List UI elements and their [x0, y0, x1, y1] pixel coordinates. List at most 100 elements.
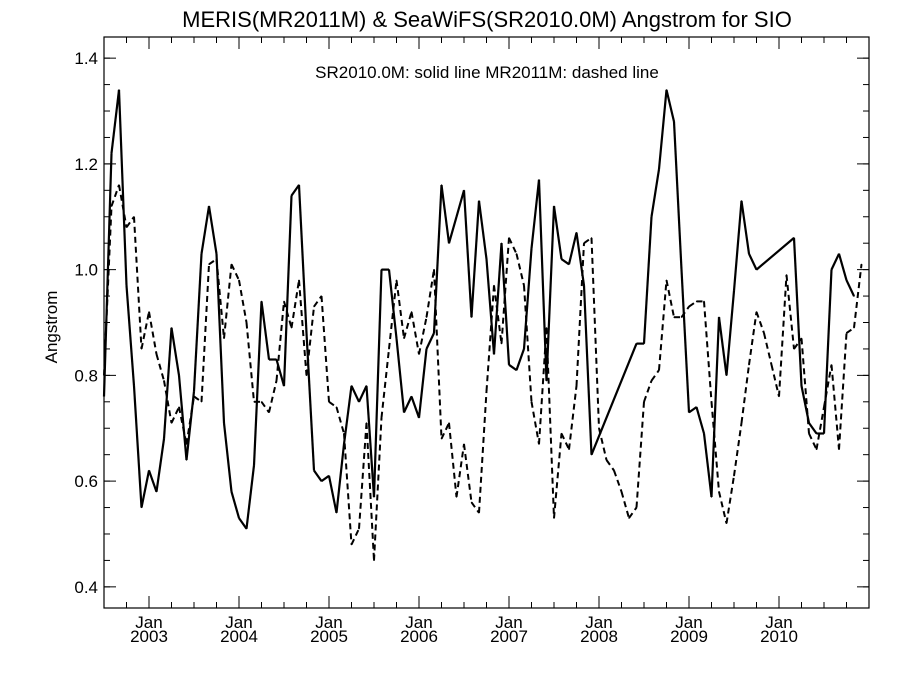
- line-segment-MR2011M: [853, 264, 863, 328]
- data-point-MR2011M: [695, 300, 698, 302]
- line-segment-SR2010.0M: [748, 253, 758, 271]
- line-segment-SR2010.0M: [800, 385, 811, 424]
- data-point-MR2011M: [568, 448, 570, 450]
- data-point-SR2010.0M: [238, 517, 240, 519]
- x-tick-month-label: Jan: [675, 613, 702, 632]
- line-segment-MR2011M: [793, 337, 803, 350]
- data-point-SR2010.0M: [823, 432, 825, 435]
- data-point-SR2010.0M: [215, 253, 218, 255]
- line-segment-SR2010.0M: [732, 200, 743, 291]
- line-segment-MR2011M: [425, 269, 435, 318]
- x-tick-month-label: Jan: [495, 613, 522, 632]
- line-segment-MR2011M: [755, 311, 765, 334]
- data-point-MR2011M: [523, 284, 525, 287]
- line-segment-SR2010.0M: [125, 285, 136, 386]
- line-segment-MR2011M: [478, 391, 488, 513]
- line-segment-MR2011M: [320, 296, 330, 402]
- line-segment-MR2011M: [658, 280, 668, 371]
- data-point-SR2010.0M: [538, 179, 540, 181]
- data-point-MR2011M: [838, 448, 840, 450]
- data-point-SR2010.0M: [170, 327, 173, 329]
- data-point-MR2011M: [253, 401, 255, 403]
- line-segment-MR2011M: [838, 333, 848, 450]
- data-point-SR2010.0M: [665, 89, 668, 91]
- line-segment-MR2011M: [710, 401, 720, 492]
- line-segment-SR2010.0M: [252, 301, 263, 466]
- line-style-annotation: SR2010.0M: solid line MR2011M: dashed li…: [315, 63, 659, 82]
- line-segment-SR2010.0M: [672, 121, 683, 270]
- data-point-MR2011M: [380, 417, 383, 419]
- data-point-MR2011M: [493, 284, 495, 287]
- line-segment-MR2011M: [688, 300, 698, 308]
- line-segment-MR2011M: [665, 280, 675, 318]
- line-segment-SR2010.0M: [132, 385, 143, 508]
- line-segment-MR2011M: [635, 401, 645, 508]
- data-point-SR2010.0M: [643, 343, 645, 345]
- line-segment-MR2011M: [433, 269, 443, 439]
- line-segment-SR2010.0M: [207, 206, 218, 254]
- data-point-SR2010.0M: [140, 506, 143, 509]
- line-segment-MR2011M: [778, 274, 788, 397]
- line-segment-SR2010.0M: [545, 206, 556, 381]
- line-segment-SR2010.0M: [200, 206, 211, 254]
- line-segment-MR2011M: [808, 433, 818, 450]
- data-point-SR2010.0M: [253, 464, 255, 466]
- x-tick-year-label: 2006: [400, 627, 438, 646]
- data-point-SR2010.0M: [680, 269, 683, 271]
- line-segment-MR2011M: [350, 528, 360, 546]
- line-segment-MR2011M: [335, 406, 345, 434]
- line-segment-SR2010.0M: [403, 396, 413, 413]
- line-segment-SR2010.0M: [567, 232, 578, 265]
- data-point-SR2010.0M: [118, 89, 120, 91]
- x-tick-month-label: Jan: [405, 613, 432, 632]
- series-group: [102, 89, 863, 562]
- line-segment-MR2011M: [163, 380, 173, 424]
- line-segment-SR2010.0M: [552, 206, 563, 260]
- data-point-SR2010.0M: [508, 364, 510, 366]
- line-segment-MR2011M: [193, 395, 203, 403]
- data-point-MR2011M: [575, 385, 578, 387]
- line-segment-SR2010.0M: [350, 385, 360, 403]
- line-segment-MR2011M: [268, 380, 278, 413]
- line-segment-SR2010.0M: [537, 179, 548, 381]
- line-segment-MR2011M: [680, 306, 690, 318]
- line-segment-MR2011M: [583, 237, 593, 245]
- data-point-SR2010.0M: [395, 337, 398, 339]
- data-point-SR2010.0M: [410, 395, 413, 398]
- data-point-MR2011M: [200, 401, 203, 403]
- x-tick-year-label: 2009: [670, 627, 708, 646]
- line-segment-MR2011M: [703, 301, 713, 402]
- y-tick-label: 0.8: [74, 366, 98, 385]
- data-point-SR2010.0M: [530, 247, 533, 250]
- line-segment-MR2011M: [590, 237, 600, 429]
- line-segment-MR2011M: [613, 470, 623, 493]
- data-point-MR2011M: [290, 327, 293, 329]
- data-point-MR2011M: [223, 337, 225, 339]
- series-MR2011M: [103, 184, 863, 562]
- line-segment-MR2011M: [110, 184, 120, 207]
- data-point-SR2010.0M: [838, 253, 840, 255]
- line-segment-SR2010.0M: [177, 375, 188, 461]
- line-segment-SR2010.0M: [425, 332, 435, 350]
- data-point-SR2010.0M: [298, 184, 300, 186]
- line-segment-MR2011M: [823, 364, 833, 408]
- data-point-SR2010.0M: [500, 242, 503, 244]
- data-point-SR2010.0M: [155, 491, 158, 493]
- line-segment-MR2011M: [763, 332, 773, 366]
- line-segment-MR2011M: [800, 338, 810, 434]
- x-tick-year-label: 2004: [220, 627, 258, 646]
- line-segment-SR2010.0M: [147, 470, 158, 493]
- data-point-SR2010.0M: [305, 332, 308, 334]
- line-segment-SR2010.0M: [170, 327, 181, 376]
- line-segment-MR2011M: [283, 301, 293, 329]
- data-point-SR2010.0M: [545, 380, 548, 382]
- line-segment-SR2010.0M: [740, 200, 751, 254]
- x-tick-year-label: 2010: [760, 627, 798, 646]
- data-point-SR2010.0M: [245, 528, 248, 530]
- data-point-SR2010.0M: [485, 258, 488, 260]
- data-point-SR2010.0M: [673, 121, 675, 123]
- data-point-SR2010.0M: [388, 269, 390, 271]
- line-segment-MR2011M: [365, 422, 375, 561]
- data-point-SR2010.0M: [493, 353, 495, 355]
- data-point-SR2010.0M: [650, 216, 653, 218]
